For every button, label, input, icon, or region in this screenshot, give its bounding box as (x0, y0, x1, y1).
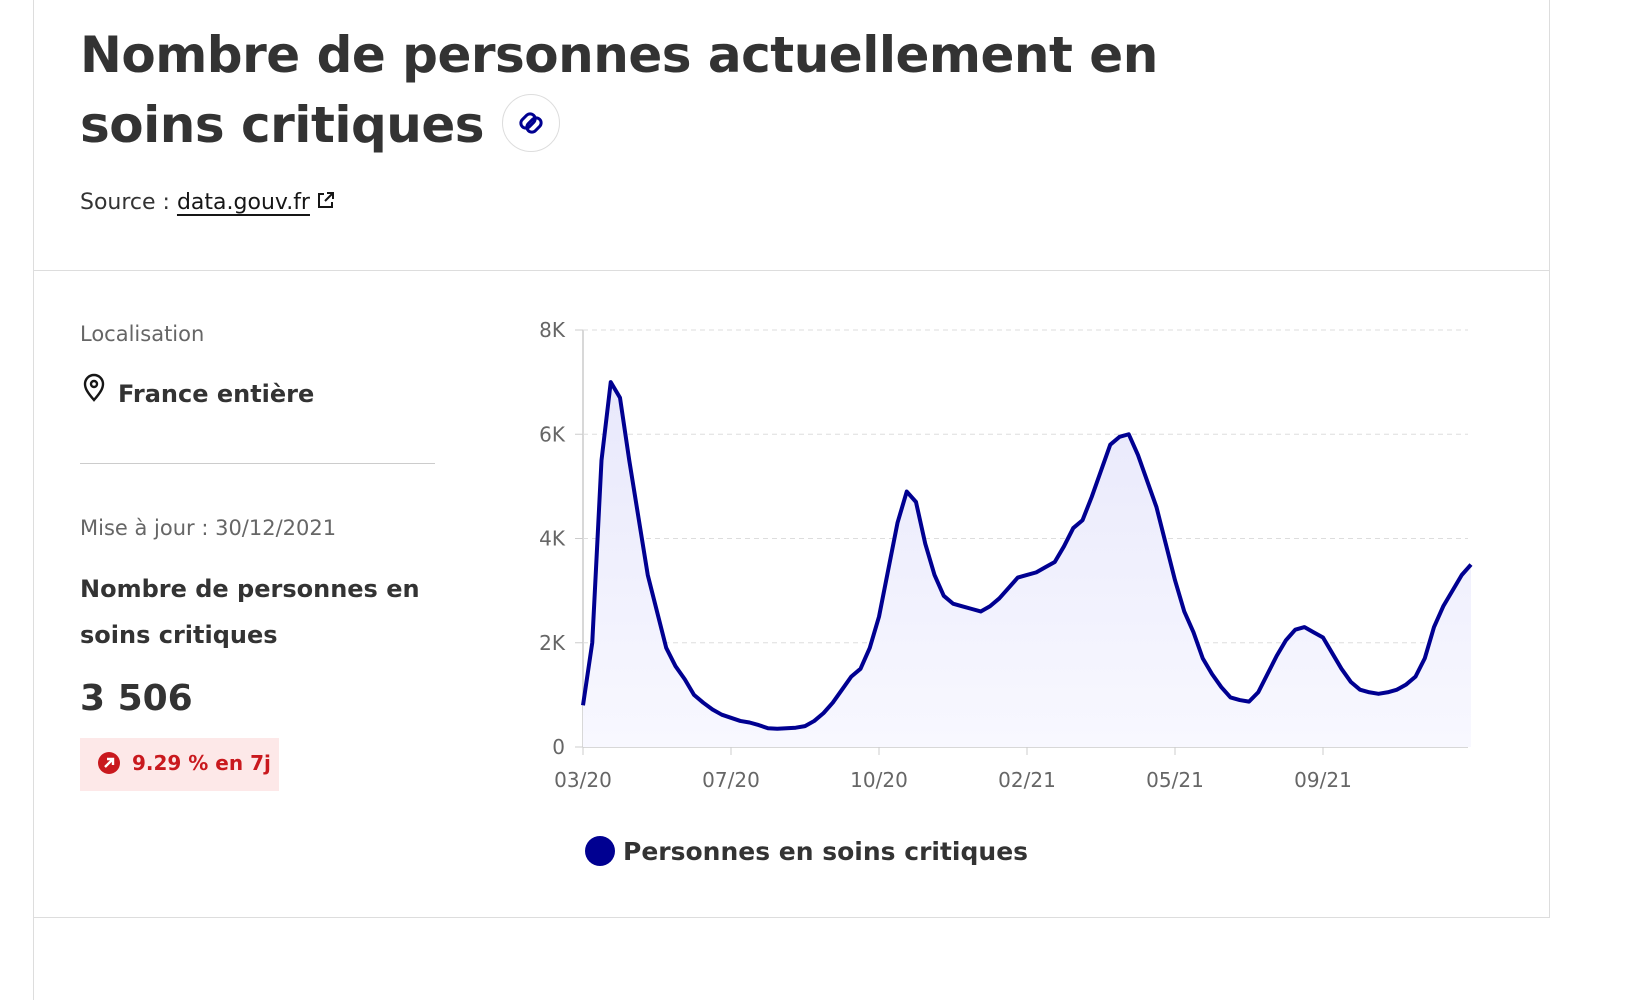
external-icon (317, 192, 334, 208)
kpi-change-badge: 9.29 % en 7j (80, 738, 279, 791)
updated: Mise à jour : 30/12/2021 (80, 516, 337, 540)
card-border-left (33, 0, 34, 1000)
y-tick-label: 8K (539, 318, 566, 342)
line (581, 380, 1473, 731)
area (583, 382, 1471, 747)
kpi-value: 3 506 (80, 678, 193, 719)
y-tick-label: 6K (539, 422, 566, 446)
legend-swatch (585, 836, 615, 866)
y-tick-label: 4K (539, 527, 566, 551)
title: Nombre de personnes actuellement en soin… (80, 20, 1280, 160)
pin-icon (83, 373, 105, 402)
x-tick-label: 02/21 (998, 768, 1056, 792)
x-tick-label: 10/20 (850, 768, 908, 792)
link-icon (519, 111, 543, 134)
x-tick-label: 09/21 (1294, 768, 1352, 792)
link-button[interactable] (502, 93, 561, 152)
legend-label: Personnes en soins critiques (623, 837, 1028, 866)
y-tick-label: 2K (539, 631, 566, 655)
location-label: Localisation (80, 322, 205, 346)
kpi-change: 9.29 % en 7j (132, 751, 271, 775)
divider (33, 270, 1550, 271)
source-label: Source : (80, 190, 170, 215)
kpi-label: Nombre de personnes en soins critiques (80, 575, 420, 649)
title-text: Nombre de personnes actuellement en soin… (80, 26, 1158, 154)
trend-icon (98, 752, 120, 774)
x-tick-label: 03/20 (554, 768, 612, 792)
source-link[interactable]: data.gouv.fr (176, 190, 310, 215)
card-border-right (1549, 0, 1550, 918)
location: France entière (118, 380, 315, 408)
divider (80, 463, 435, 464)
source: Source : data.gouv.fr (80, 190, 335, 215)
x-tick-label: 05/21 (1146, 768, 1204, 792)
divider (33, 917, 1550, 918)
y-tick-label: 0 (552, 735, 565, 759)
x-tick-label: 07/20 (702, 768, 760, 792)
